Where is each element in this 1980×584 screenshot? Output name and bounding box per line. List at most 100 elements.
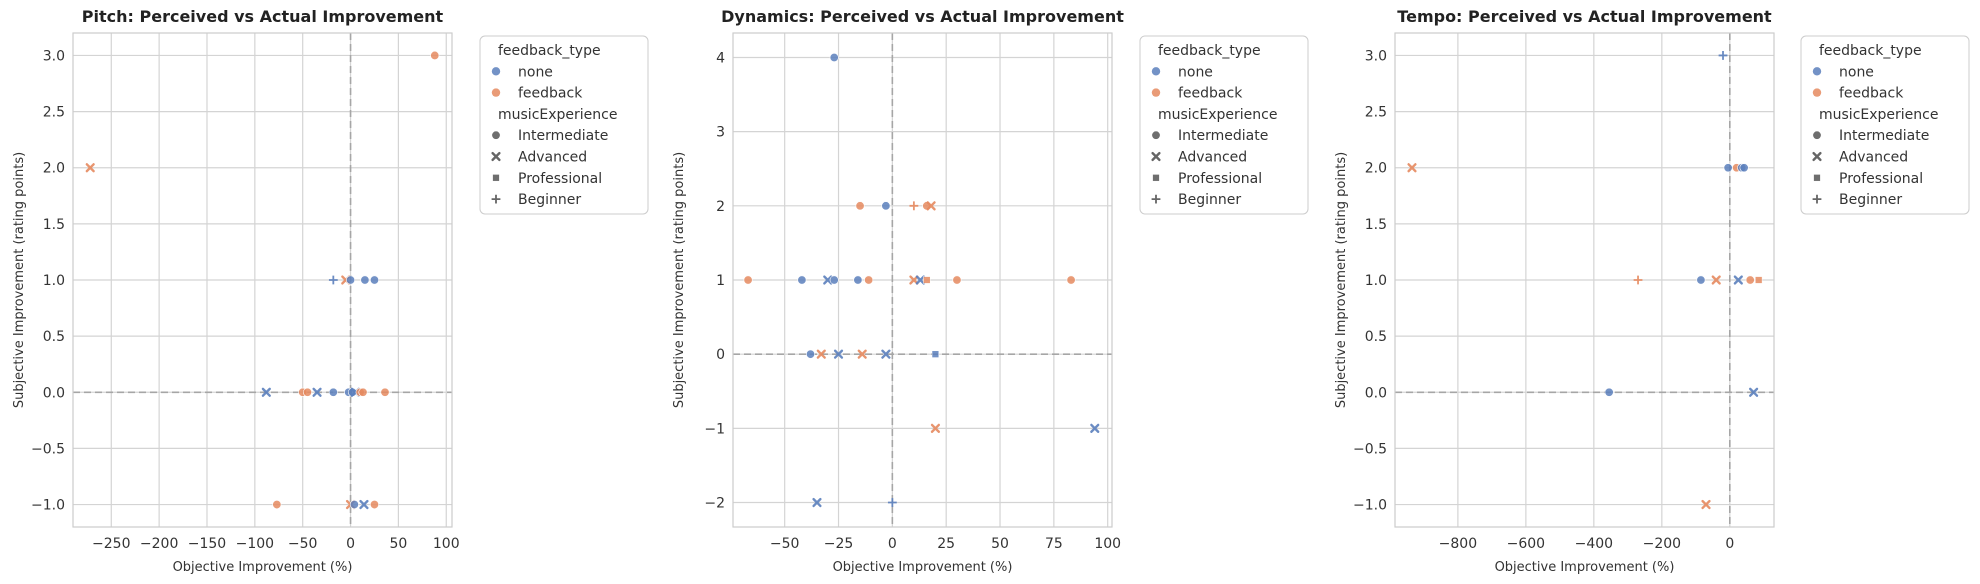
y-tick-label: 3.0 xyxy=(43,48,65,64)
legend-marker xyxy=(491,194,501,204)
x-tick-label: −250 xyxy=(92,536,130,552)
legend-marker xyxy=(1812,67,1822,76)
data-point xyxy=(829,275,839,285)
y-tick-label: 1.0 xyxy=(1365,273,1387,289)
legend-title-feedback-type: feedback_type xyxy=(1819,43,1922,59)
data-point xyxy=(1723,163,1733,173)
y-tick-label: −2 xyxy=(704,496,725,512)
legend-box xyxy=(1800,35,1970,215)
legend-item-beginner: Beginner xyxy=(1839,192,1902,208)
legend-marker xyxy=(1151,151,1161,162)
data-point xyxy=(1633,275,1643,285)
legend-marker xyxy=(1151,130,1161,140)
data-point xyxy=(829,52,839,62)
legend-marker xyxy=(491,151,501,162)
data-point xyxy=(1696,275,1706,285)
y-axis-label: Subjective Improvement (rating points) xyxy=(12,152,27,408)
legend-box xyxy=(479,35,649,215)
y-tick-label: 2.5 xyxy=(1365,105,1387,121)
data-point xyxy=(85,163,95,173)
data-point xyxy=(312,387,322,397)
data-point xyxy=(864,275,874,285)
legend-marker xyxy=(1151,194,1161,204)
y-tick-label: 2 xyxy=(716,199,725,215)
data-point xyxy=(930,423,941,433)
legend-item-beginner: Beginner xyxy=(518,192,581,208)
x-tick-label: −50 xyxy=(770,536,800,552)
data-point xyxy=(1755,276,1763,284)
data-point xyxy=(380,387,390,397)
data-point xyxy=(931,350,940,358)
legend-item-professional: Professional xyxy=(1178,171,1262,187)
y-tick-label: −0.5 xyxy=(1353,441,1387,457)
legend-item-intermediate: Intermediate xyxy=(518,128,608,144)
x-tick-label: −600 xyxy=(1507,536,1545,552)
legend-marker xyxy=(1812,151,1822,162)
data-point xyxy=(1733,275,1743,285)
y-tick-label: 0.5 xyxy=(1365,329,1387,345)
data-point xyxy=(1749,387,1759,397)
y-tick-label: 2.0 xyxy=(1365,161,1387,177)
y-tick-label: −1.0 xyxy=(1353,498,1387,514)
x-tick-label: 0 xyxy=(1725,536,1734,552)
data-point xyxy=(349,500,359,510)
data-point xyxy=(952,275,962,285)
x-tick-label: 25 xyxy=(937,536,955,552)
x-tick-label: 75 xyxy=(1045,536,1063,552)
data-point xyxy=(923,276,931,284)
legend-marker xyxy=(1152,174,1160,182)
data-point xyxy=(360,275,370,285)
legend-marker xyxy=(1812,130,1822,140)
data-point xyxy=(369,275,379,285)
data-point xyxy=(1718,51,1728,60)
chart-panel-2: −50 −25 0 25 50 75 100 −2 −1 0 1 2 3 4 Dynamics: Perce… xyxy=(672,7,1124,575)
legend-item-professional: Professional xyxy=(1839,171,1923,187)
chart-title: Tempo: Perceived vs Actual Improvement xyxy=(1397,7,1772,26)
legend-item-none: none xyxy=(1178,64,1213,80)
data-point xyxy=(302,387,312,397)
data-point xyxy=(261,387,271,397)
x-tick-label: −100 xyxy=(236,536,274,552)
x-tick-label: −50 xyxy=(288,536,318,552)
y-axis-label: Subjective Improvement (rating points) xyxy=(672,152,687,408)
legend-item-feedback: feedback xyxy=(1839,86,1904,102)
legend-item-advanced: Advanced xyxy=(1839,150,1908,166)
legend-item-feedback: feedback xyxy=(1178,86,1243,102)
y-tick-label: 2.0 xyxy=(43,161,65,177)
legend-marker xyxy=(491,88,501,97)
data-point xyxy=(1711,275,1721,285)
legend-title-music-experience: musicExperience xyxy=(1158,107,1277,123)
x-tick-label: −25 xyxy=(824,536,854,552)
data-point xyxy=(359,499,369,510)
legend-marker xyxy=(1151,67,1161,76)
data-point xyxy=(833,349,844,359)
x-axis-label: Objective Improvement (%) xyxy=(1495,560,1675,575)
data-point xyxy=(909,275,919,285)
legend-title-music-experience: musicExperience xyxy=(498,107,617,123)
legend-box xyxy=(1139,35,1309,215)
data-point xyxy=(881,201,891,211)
data-point xyxy=(1604,387,1614,397)
data-point xyxy=(806,349,816,359)
plot-frame xyxy=(72,32,453,528)
data-point xyxy=(855,201,865,211)
data-point xyxy=(1701,499,1711,510)
legend-item-none: none xyxy=(518,64,553,80)
data-point xyxy=(797,275,807,285)
y-tick-label: 0.0 xyxy=(1365,385,1387,401)
x-tick-label: −200 xyxy=(140,536,178,552)
y-tick-label: 0.0 xyxy=(43,385,65,401)
data-point xyxy=(743,275,753,285)
legend-title-music-experience: musicExperience xyxy=(1819,107,1938,123)
y-tick-label: −0.5 xyxy=(31,441,65,457)
legend-item-intermediate: Intermediate xyxy=(1178,128,1268,144)
data-point xyxy=(1090,423,1100,433)
data-point xyxy=(430,50,440,60)
data-point xyxy=(328,387,338,397)
plot-frame xyxy=(1394,32,1775,528)
data-point xyxy=(915,275,925,285)
